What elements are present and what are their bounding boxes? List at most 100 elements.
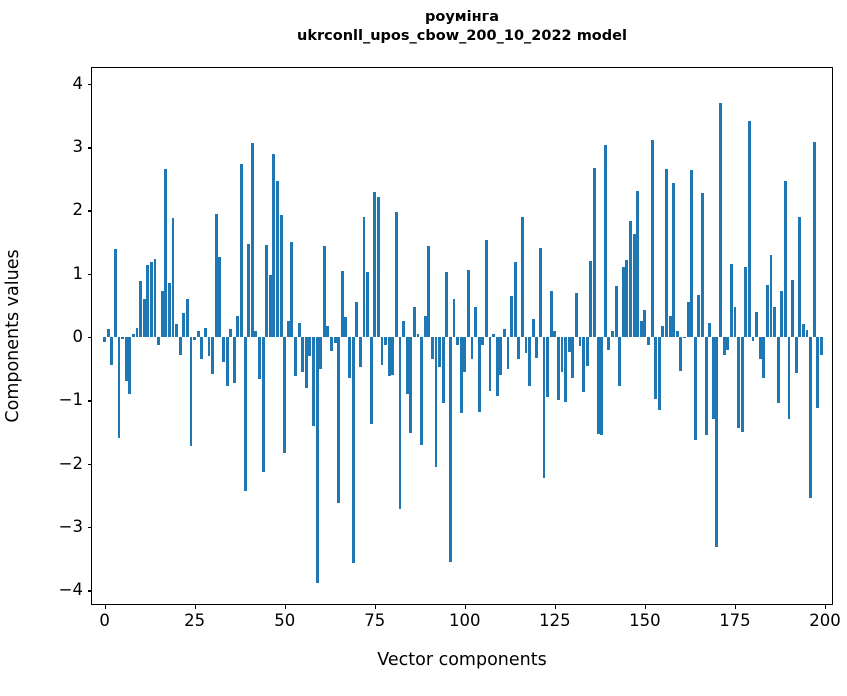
bar — [420, 337, 423, 445]
bar — [629, 221, 632, 337]
bar — [729, 264, 733, 337]
bar — [391, 337, 395, 375]
bar — [113, 249, 117, 337]
bar — [773, 306, 776, 337]
x-tick-mark — [824, 604, 827, 609]
bar — [466, 269, 470, 337]
bar — [268, 274, 272, 337]
bar — [448, 337, 452, 562]
bar — [236, 316, 240, 337]
bar — [632, 234, 636, 337]
bar — [351, 337, 355, 563]
bar — [690, 169, 694, 337]
bar — [380, 337, 384, 366]
x-tick-mark — [374, 604, 377, 609]
bar — [283, 337, 287, 454]
y-tick-mark — [87, 590, 92, 592]
bar — [344, 316, 348, 337]
y-tick-label: 2 — [72, 200, 84, 220]
bar — [229, 329, 233, 337]
bar — [744, 267, 748, 337]
bar — [474, 306, 478, 337]
bar — [254, 330, 258, 337]
bar — [157, 337, 161, 345]
x-axis-label: Vector components — [377, 650, 547, 670]
x-tick-mark — [464, 604, 467, 609]
bar — [794, 337, 798, 374]
bar — [286, 320, 290, 337]
y-tick-mark — [87, 463, 92, 465]
bar — [279, 214, 283, 337]
bar — [416, 333, 420, 337]
bar — [240, 163, 243, 337]
bar — [492, 334, 496, 337]
bar — [412, 307, 416, 337]
bar — [103, 337, 107, 343]
y-tick-mark — [87, 526, 92, 529]
x-tick-label: 25 — [184, 611, 206, 630]
bar — [783, 180, 787, 337]
x-tick-mark — [554, 604, 557, 609]
bar — [232, 337, 236, 383]
bar — [373, 192, 377, 337]
bar — [456, 337, 460, 345]
bar — [445, 271, 449, 337]
bar — [650, 140, 654, 337]
bar — [618, 337, 622, 386]
bar — [722, 337, 726, 355]
bar — [524, 337, 528, 353]
bar — [520, 216, 524, 337]
bar — [531, 319, 535, 337]
x-tick-mark — [194, 604, 197, 609]
bar — [625, 259, 629, 337]
bar — [358, 337, 362, 368]
y-tick-mark — [87, 210, 92, 212]
bar — [776, 337, 780, 404]
bar — [369, 337, 373, 424]
bar — [697, 295, 701, 337]
bar — [409, 337, 413, 434]
bar — [502, 328, 506, 337]
chart-title-line-2: ukrconll_upos_cbow_200_10_2022 model — [297, 28, 627, 44]
bar — [798, 217, 802, 337]
y-tick-label: −4 — [58, 579, 83, 599]
bar — [470, 337, 474, 360]
bar — [333, 337, 337, 344]
bar — [362, 216, 366, 337]
bar — [423, 316, 427, 337]
bar — [672, 182, 676, 337]
bar — [643, 310, 647, 337]
x-tick-mark — [104, 604, 106, 609]
bar — [139, 281, 143, 337]
y-tick-label: 1 — [72, 263, 84, 283]
bar — [128, 337, 132, 394]
bar — [204, 328, 207, 337]
bar — [535, 337, 539, 358]
bar — [186, 299, 189, 337]
y-tick-mark — [87, 337, 92, 339]
bar — [153, 259, 157, 337]
bar — [571, 337, 575, 379]
bar — [600, 337, 604, 436]
bar — [812, 142, 816, 337]
bar — [175, 324, 179, 337]
x-tick-label: 50 — [274, 611, 296, 630]
bar — [463, 337, 467, 372]
bar — [304, 337, 308, 388]
bar — [758, 337, 762, 360]
bar — [402, 321, 405, 337]
bar — [549, 291, 553, 337]
bar — [488, 337, 492, 392]
bar — [164, 168, 168, 337]
bar — [801, 323, 805, 337]
bar — [477, 337, 481, 412]
bar — [668, 316, 672, 337]
bar — [171, 218, 175, 337]
bar — [607, 337, 611, 350]
bar — [611, 331, 614, 337]
bar — [135, 327, 139, 337]
bar — [513, 262, 517, 337]
bar — [686, 302, 690, 337]
bar — [575, 292, 578, 337]
bar — [340, 270, 344, 337]
